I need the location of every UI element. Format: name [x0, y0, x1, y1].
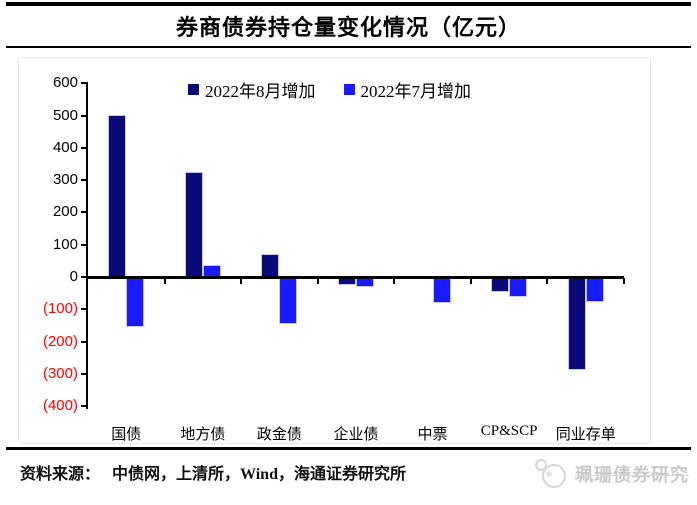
bar-CP&SCP-2022年8月增加	[491, 277, 510, 292]
y-axis-label: 100	[52, 235, 78, 253]
y-axis-line	[86, 82, 88, 409]
top-divider-bar	[6, 2, 691, 6]
bar-中票-2022年7月增加	[432, 277, 451, 304]
y-axis-label: (400)	[42, 397, 78, 415]
y-axis-tick	[81, 340, 86, 343]
bar-政金债-2022年8月增加	[261, 253, 280, 277]
x-axis-tick	[240, 278, 243, 284]
y-axis-tick	[81, 276, 86, 278]
category-label-同业存单: 同业存单	[555, 427, 616, 443]
y-axis-label: 200	[52, 203, 78, 221]
y-axis-tick	[81, 308, 86, 311]
category-label-CP&SCP: CP&SCP	[480, 423, 538, 439]
y-axis-label: 400	[52, 138, 78, 156]
legend-label-august: 2022年8月增加	[205, 82, 316, 101]
category-label-中票: 中票	[417, 427, 448, 443]
category-label-政金债: 政金债	[256, 427, 302, 443]
y-axis-tick	[81, 243, 86, 246]
y-axis-tick	[81, 179, 86, 182]
chart-legend: 2022年8月增加 2022年7月增加	[188, 77, 471, 102]
y-axis-tick	[81, 146, 86, 149]
y-axis-label: 0	[69, 268, 78, 285]
legend-item-july: 2022年7月增加	[343, 77, 472, 102]
x-axis-tick	[469, 278, 472, 284]
bar-同业存单-2022年8月增加	[567, 277, 586, 371]
source-line: 资料来源： 中债网，上清所，Wind，海通证券研究所	[20, 460, 406, 484]
x-axis-zero-line	[88, 275, 624, 279]
y-axis-label: 300	[52, 171, 78, 189]
bar-同业存单-2022年7月增加	[585, 277, 604, 302]
x-axis-tick	[623, 278, 625, 284]
watermark: 珮珊债券研究	[533, 458, 689, 490]
y-axis-label: 600	[52, 74, 78, 92]
legend-item-august: 2022年8月增加	[188, 77, 316, 102]
category-label-地方债: 地方债	[180, 427, 226, 443]
legend-label-july: 2022年7月增加	[360, 82, 472, 101]
panda-logo-icon	[535, 459, 566, 488]
source-label: 资料来源：	[20, 466, 101, 483]
y-axis-tick	[81, 372, 86, 375]
bar-政金债-2022年7月增加	[279, 277, 298, 324]
y-axis-tick	[81, 82, 86, 85]
y-axis-label: (200)	[42, 332, 78, 350]
x-axis-tick	[546, 278, 549, 284]
bar-国债-2022年7月增加	[126, 277, 145, 328]
bar-国债-2022年8月增加	[108, 114, 127, 277]
y-axis-tick	[81, 114, 86, 117]
bar-CP&SCP-2022年7月增加	[509, 277, 528, 298]
x-axis-tick	[393, 278, 396, 284]
category-label-企业债: 企业债	[333, 427, 379, 443]
legend-swatch-july	[343, 84, 355, 95]
legend-swatch-august	[188, 84, 199, 95]
chart-title: 券商债券持仓量变化情况（亿元）	[175, 15, 521, 40]
category-label-国债: 国债	[111, 427, 142, 443]
y-axis-label: (100)	[42, 300, 78, 318]
footer-divider-bar	[6, 447, 691, 450]
x-axis-tick	[316, 278, 319, 284]
bar-地方债-2022年8月增加	[184, 172, 203, 277]
x-axis-tick	[163, 278, 166, 284]
chart-frame-border	[18, 57, 651, 444]
title-underline	[6, 46, 691, 48]
y-axis-tick	[81, 405, 86, 408]
y-axis-tick	[81, 211, 86, 214]
y-axis-label: 500	[52, 106, 78, 124]
y-axis-label: (300)	[42, 364, 78, 382]
watermark-text: 珮珊债券研究	[575, 465, 689, 485]
source-text: 中债网，上清所，Wind，海通证券研究所	[112, 466, 406, 483]
